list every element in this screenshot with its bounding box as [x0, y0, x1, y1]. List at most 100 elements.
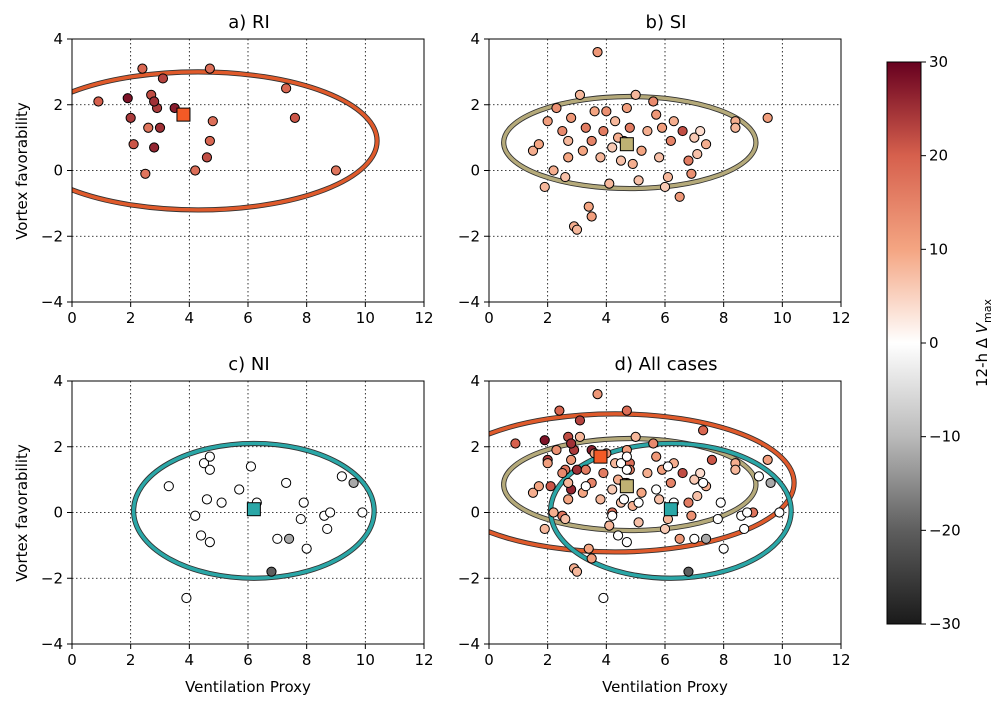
data-point	[571, 464, 583, 475]
x-tick-label: 6	[243, 309, 253, 327]
data-point	[301, 543, 312, 554]
x-tick-label: 10	[773, 309, 792, 327]
data-point	[598, 467, 609, 479]
data-point	[730, 122, 741, 133]
data-point	[574, 89, 586, 100]
data-point	[580, 464, 591, 475]
y-tick-label: −2	[41, 227, 63, 245]
y-tick-label: −4	[41, 635, 63, 653]
data-point	[563, 494, 574, 505]
x-tick-label: 0	[484, 651, 494, 669]
colorbar-ticks: 30 20 10 0 −10 −20 −30	[921, 53, 961, 633]
data-point	[571, 566, 583, 577]
data-point	[689, 132, 700, 143]
data-point	[604, 520, 615, 531]
data-point	[580, 481, 591, 492]
data-point	[592, 389, 603, 400]
data-point	[627, 158, 638, 170]
x-tick-label: 12	[414, 309, 433, 327]
data-point	[642, 467, 653, 479]
x-tick-label: 4	[185, 309, 195, 327]
data-point	[577, 145, 588, 156]
data-point	[659, 523, 671, 535]
data-point	[695, 125, 706, 137]
data-point	[612, 530, 624, 541]
colorbar-tick-label: 30	[929, 53, 948, 71]
data-point	[615, 458, 627, 469]
data-point	[322, 523, 333, 535]
data-point	[742, 507, 753, 518]
data-point	[583, 201, 594, 212]
data-point	[204, 536, 215, 548]
data-point	[633, 497, 644, 508]
data-point	[533, 139, 544, 150]
data-point	[216, 497, 227, 508]
data-point	[195, 530, 207, 541]
x-tick-label: 12	[414, 651, 433, 669]
data-point	[149, 96, 160, 107]
data-point	[563, 477, 574, 489]
data-point	[700, 139, 712, 150]
y-tick-label: 0	[470, 504, 480, 522]
x-tick-label: 10	[773, 651, 792, 669]
data-point	[621, 536, 632, 548]
data-point	[348, 477, 359, 489]
data-point	[621, 451, 632, 462]
colorbar: 30 20 10 0 −10 −20 −30 12-h Δ Vmax	[886, 53, 994, 633]
panel-ri: 0 2 4 6 8 10 12 4 2 0 −2 −4	[41, 30, 434, 327]
colorbar-tick-label: 20	[929, 147, 948, 165]
data-point	[739, 523, 750, 535]
data-point	[674, 533, 685, 544]
x-tick-label: 2	[543, 309, 553, 327]
colorbar-label: 12-h Δ Vmax	[973, 298, 994, 387]
data-point	[598, 125, 609, 137]
colorbar-label-sub: max	[981, 298, 994, 322]
data-point	[281, 83, 292, 94]
data-point	[621, 102, 632, 114]
colorbar-label-var: V	[973, 321, 991, 333]
y-tick-label: 4	[53, 30, 63, 48]
data-point	[143, 122, 154, 133]
data-point	[539, 435, 550, 446]
axes-frame	[488, 380, 842, 645]
data-point	[574, 431, 586, 442]
y-tick-label: −2	[458, 569, 480, 587]
y-tick-label: 0	[53, 504, 63, 522]
ellipse	[489, 412, 796, 554]
data-point	[698, 477, 709, 489]
data-point	[586, 135, 597, 147]
ellipse	[501, 94, 758, 191]
colorbar-gradient	[886, 61, 922, 625]
data-point	[566, 454, 577, 465]
data-point	[636, 487, 647, 498]
data-point	[204, 63, 215, 74]
data-point	[204, 451, 215, 462]
colorbar-tick-label: −20	[929, 521, 961, 539]
panel-title-si: b) SI	[646, 12, 687, 33]
ellipse	[131, 441, 376, 580]
data-point	[586, 211, 597, 222]
data-point	[648, 438, 659, 449]
data-point	[190, 165, 201, 176]
centroid-marker	[593, 449, 608, 464]
data-point	[615, 155, 627, 166]
y-tick-label: 2	[470, 438, 480, 456]
data-point	[234, 484, 245, 495]
data-point	[595, 494, 606, 505]
data-point	[510, 438, 521, 449]
data-point	[586, 553, 597, 564]
data-point	[140, 168, 151, 179]
data-point	[539, 181, 550, 193]
y-tick-label: −2	[458, 227, 480, 245]
data-point	[651, 484, 662, 495]
data-point	[563, 152, 574, 163]
data-point	[753, 471, 764, 482]
data-point	[266, 566, 277, 577]
x-tick-label: 0	[484, 309, 494, 327]
data-point	[542, 116, 553, 127]
data-point	[548, 507, 559, 518]
data-point	[542, 458, 553, 469]
data-point	[566, 112, 577, 124]
axes-frame	[488, 38, 842, 303]
data-point	[601, 106, 612, 117]
